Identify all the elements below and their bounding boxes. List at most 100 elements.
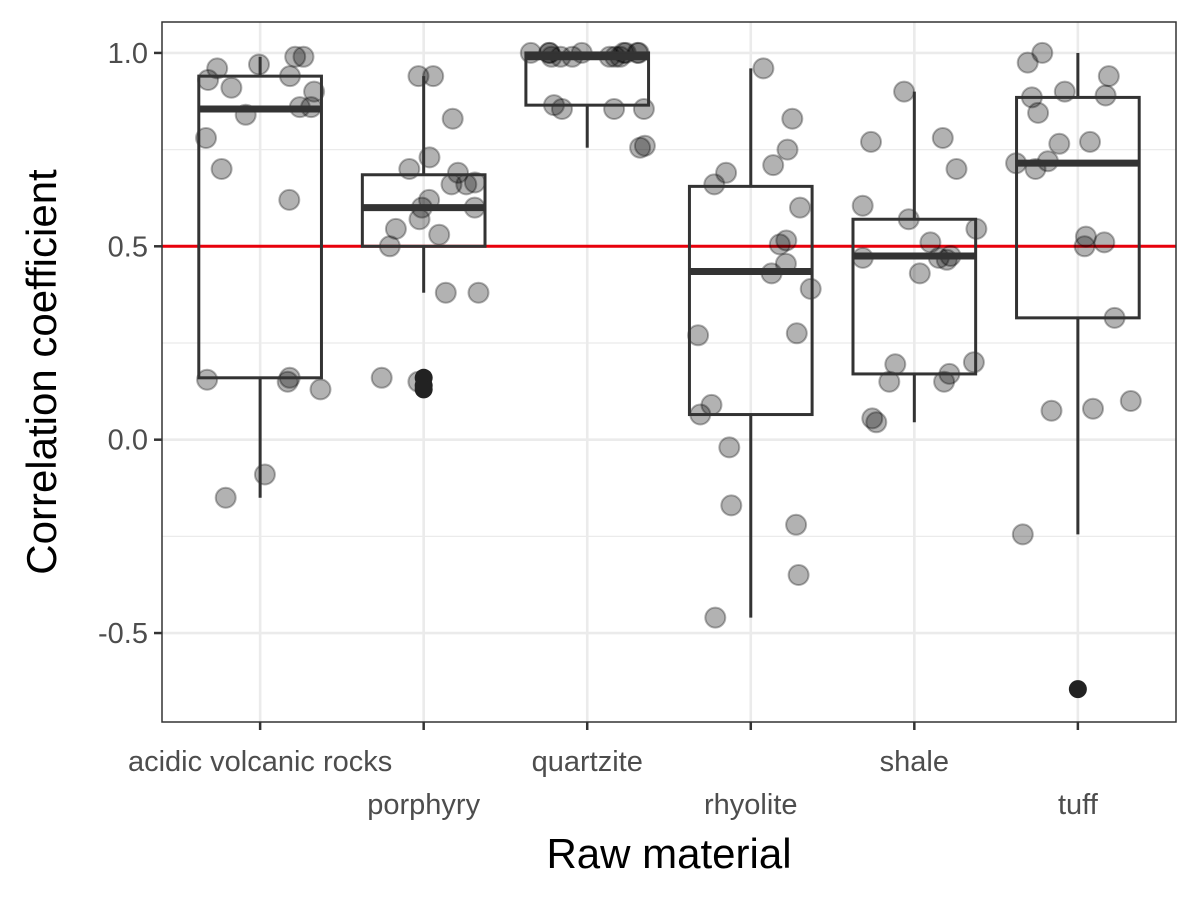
y-tick-label: -0.5: [98, 618, 148, 650]
data-point: [303, 80, 326, 103]
box-iqr: [524, 51, 651, 107]
data-point: [768, 233, 791, 256]
data-point: [1093, 231, 1116, 254]
data-point: [1073, 235, 1096, 258]
data-point: [1011, 523, 1034, 546]
data-point: [278, 188, 301, 211]
outlier-point: [414, 380, 433, 399]
data-point: [789, 196, 811, 219]
data-point: [434, 281, 457, 304]
data-point: [603, 98, 626, 120]
data-point: [704, 606, 727, 629]
data-point: [284, 45, 307, 68]
data-point: [865, 411, 888, 434]
box-iqr: [197, 74, 323, 380]
data-point: [931, 127, 954, 149]
data-point: [933, 370, 956, 393]
data-point: [428, 223, 451, 246]
data-point: [196, 368, 219, 391]
data-point: [945, 158, 968, 180]
data-point: [1016, 51, 1039, 74]
data-point: [687, 324, 710, 347]
data-point: [440, 173, 463, 196]
data-point: [206, 57, 229, 80]
data-point: [276, 370, 299, 393]
data-point: [551, 98, 573, 120]
box-iqr: [687, 184, 814, 417]
y-axis-title: Correlation coefficient: [18, 169, 65, 575]
box-iqr: [1015, 95, 1141, 320]
data-point: [632, 98, 655, 120]
plot-panel-background: [162, 22, 1176, 722]
data-point: [785, 513, 808, 536]
data-point: [422, 65, 445, 88]
x-axis-title: Raw material: [546, 830, 791, 877]
data-point: [776, 138, 799, 161]
data-point: [1082, 397, 1104, 420]
data-point: [210, 158, 233, 180]
boxplot: [1015, 52, 1141, 699]
data-point: [908, 262, 931, 285]
data-point: [253, 463, 276, 486]
y-tick-label: 0.5: [108, 231, 148, 263]
data-point: [715, 161, 738, 184]
boxplot: [360, 76, 487, 399]
data-point: [197, 69, 220, 91]
data-point: [1079, 130, 1101, 153]
boxplot: [851, 91, 978, 423]
x-axis: acidic volcanic rocks porphyry quartzite rh…: [128, 722, 1099, 821]
data-point: [1094, 84, 1117, 107]
data-point: [447, 161, 469, 184]
data-point: [1119, 390, 1142, 412]
data-point: [762, 154, 785, 177]
boxplots: [197, 51, 1141, 699]
data-point: [1048, 132, 1071, 155]
data-point: [1040, 399, 1063, 422]
data-point: [860, 130, 882, 153]
y-tick-label: 1.0: [108, 38, 148, 70]
data-point: [1097, 65, 1120, 88]
plot-panel-border: [161, 21, 1177, 723]
data-point: [195, 127, 217, 149]
data-point: [752, 57, 775, 80]
boxplot: [197, 56, 323, 498]
data-point: [441, 107, 464, 130]
data-point: [851, 194, 874, 217]
data-point: [878, 370, 901, 393]
x-tick-label: quartzite: [532, 746, 643, 778]
x-tick-label: shale: [880, 746, 949, 778]
x-tick-label: porphyry: [367, 789, 480, 821]
x-tick-label: acidic volcanic rocks: [128, 746, 392, 778]
data-point: [787, 564, 810, 586]
x-tick-label: tuff: [1058, 789, 1099, 821]
data-point: [884, 353, 907, 376]
data-point: [408, 208, 431, 231]
data-point: [384, 217, 407, 240]
boxplot: [687, 68, 814, 618]
y-tick-label: 0.0: [108, 425, 148, 457]
data-point: [720, 494, 743, 517]
data-point: [781, 107, 804, 130]
data-point: [370, 366, 393, 389]
data-point: [1027, 101, 1050, 124]
data-point: [467, 281, 490, 304]
box-iqr: [851, 217, 978, 376]
x-tick-label: rhyolite: [704, 789, 798, 821]
data-point: [220, 76, 243, 99]
data-point: [775, 229, 798, 252]
data-point: [861, 407, 884, 430]
data-point: [633, 134, 656, 157]
outlier-point: [1068, 680, 1087, 699]
data-point: [1031, 41, 1054, 64]
data-point: [703, 173, 726, 196]
data-point: [785, 322, 808, 345]
data-point: [718, 436, 741, 459]
data-point: [292, 45, 315, 68]
data-point: [214, 486, 237, 509]
data-point: [893, 80, 916, 103]
data-point: [962, 351, 985, 374]
data-point: [629, 136, 652, 159]
data-point: [1074, 225, 1097, 248]
y-axis: -0.5 0.0 0.5 1.0: [98, 38, 162, 650]
